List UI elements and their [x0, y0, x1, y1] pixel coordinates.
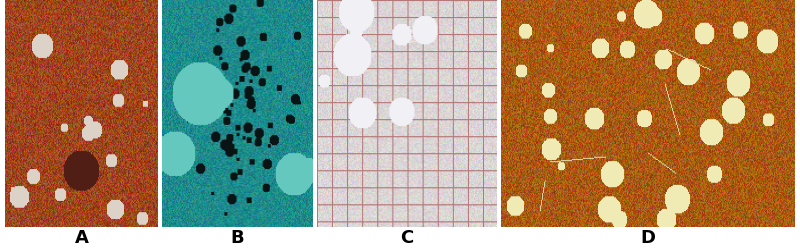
Text: C: C: [400, 229, 414, 247]
Text: B: B: [230, 229, 244, 247]
Text: D: D: [641, 229, 655, 247]
Text: A: A: [74, 229, 89, 247]
